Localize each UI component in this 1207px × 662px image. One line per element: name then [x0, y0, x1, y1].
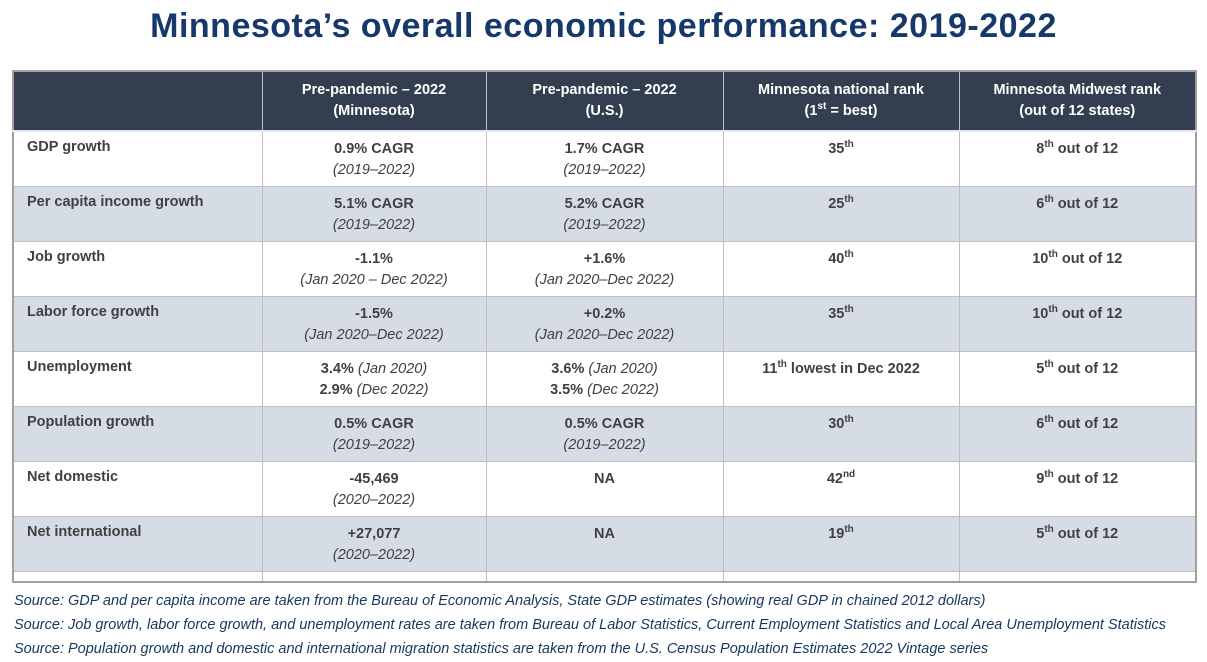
row-label: Labor force growth [12, 296, 263, 352]
cell-midwest-rank: 10th out of 12 [958, 296, 1197, 352]
cell-minnesota-value: -45,469 (2020–2022) [261, 461, 487, 517]
row-label: Per capita income growth [12, 186, 263, 242]
source-line-3: Source: Population growth and domestic a… [14, 641, 989, 657]
table-header-row: Pre-pandemic – 2022 (Minnesota) Pre-pand… [12, 70, 1197, 132]
column-header-mn-2022: Pre-pandemic – 2022 (Minnesota) [261, 70, 487, 132]
cell-midwest-rank: 6th out of 12 [958, 406, 1197, 462]
cell-minnesota-value: +27,077 (2020–2022) [261, 516, 487, 572]
cell-minnesota-value: 0.9% CAGR (2019–2022) [261, 130, 487, 187]
table-row-gdp-growth: GDP growth 0.9% CAGR (2019–2022) 1.7% CA… [12, 130, 1197, 187]
column-header-empty [12, 70, 263, 132]
table-row-population-growth: Population growth 0.5% CAGR (2019–2022) … [12, 406, 1197, 462]
cell-midwest-rank: 5th out of 12 [958, 351, 1197, 407]
cell-us-value: +0.2% (Jan 2020–Dec 2022) [485, 296, 724, 352]
row-label: Job growth [12, 241, 263, 297]
cell-us-value: 0.5% CAGR (2019–2022) [485, 406, 724, 462]
cell-minnesota-value: -1.5% (Jan 2020–Dec 2022) [261, 296, 487, 352]
cell-midwest-rank: 6th out of 12 [958, 186, 1197, 242]
column-header-midwest-rank: Minnesota Midwest rank (out of 12 states… [958, 70, 1197, 132]
cell-midwest-rank: 5th out of 12 [958, 516, 1197, 572]
source-line-1: Source: GDP and per capita income are ta… [14, 593, 986, 609]
cell-us-value: NA [485, 516, 724, 572]
cell-us-value: NA [485, 461, 724, 517]
column-header-us-2022: Pre-pandemic – 2022 (U.S.) [485, 70, 724, 132]
table-row-job-growth: Job growth -1.1% (Jan 2020 – Dec 2022) +… [12, 241, 1197, 297]
cell-national-rank: 42nd [722, 461, 960, 517]
cell-national-rank: 25th [722, 186, 960, 242]
table-row-per-capita-income-growth: Per capita income growth 5.1% CAGR (2019… [12, 186, 1197, 242]
cell-us-value: 1.7% CAGR (2019–2022) [485, 130, 724, 187]
cell-national-rank: 40th [722, 241, 960, 297]
cell-national-rank: 19th [722, 516, 960, 572]
table-row-labor-force-growth: Labor force growth -1.5% (Jan 2020–Dec 2… [12, 296, 1197, 352]
cell-us-value: 5.2% CAGR (2019–2022) [485, 186, 724, 242]
table-row-net-international: Net international +27,077 (2020–2022) NA… [12, 516, 1197, 572]
column-header-national-rank: Minnesota national rank (1st = best) [722, 70, 960, 132]
economic-performance-table: Pre-pandemic – 2022 (Minnesota) Pre-pand… [12, 70, 1197, 583]
source-notes: Source: GDP and per capita income are ta… [14, 589, 1199, 661]
page-title: Minnesota’s overall economic performance… [150, 7, 1057, 45]
cell-minnesota-value: 0.5% CAGR (2019–2022) [261, 406, 487, 462]
row-label: Population growth [12, 406, 263, 462]
cell-national-rank: 30th [722, 406, 960, 462]
row-label: Net international [12, 516, 263, 572]
cell-us-value: 3.6% (Jan 2020) 3.5% (Dec 2022) [485, 351, 724, 407]
cell-midwest-rank: 9th out of 12 [958, 461, 1197, 517]
cell-midwest-rank: 10th out of 12 [958, 241, 1197, 297]
source-line-2: Source: Job growth, labor force growth, … [14, 617, 1166, 633]
cell-national-rank: 11th lowest in Dec 2022 [722, 351, 960, 407]
cell-minnesota-value: 5.1% CAGR (2019–2022) [261, 186, 487, 242]
cell-midwest-rank: 8th out of 12 [958, 130, 1197, 187]
table-row-partial [12, 571, 1197, 583]
cell-minnesota-value: -1.1% (Jan 2020 – Dec 2022) [261, 241, 487, 297]
cell-minnesota-value: 3.4% (Jan 2020) 2.9% (Dec 2022) [261, 351, 487, 407]
cell-national-rank: 35th [722, 296, 960, 352]
row-label: Unemployment [12, 351, 263, 407]
cell-us-value: +1.6% (Jan 2020–Dec 2022) [485, 241, 724, 297]
row-label: GDP growth [12, 130, 263, 187]
cell-national-rank: 35th [722, 130, 960, 187]
table-row-net-domestic: Net domestic -45,469 (2020–2022) NA 42nd… [12, 461, 1197, 517]
table-row-unemployment: Unemployment 3.4% (Jan 2020) 2.9% (Dec 2… [12, 351, 1197, 407]
row-label: Net domestic [12, 461, 263, 517]
